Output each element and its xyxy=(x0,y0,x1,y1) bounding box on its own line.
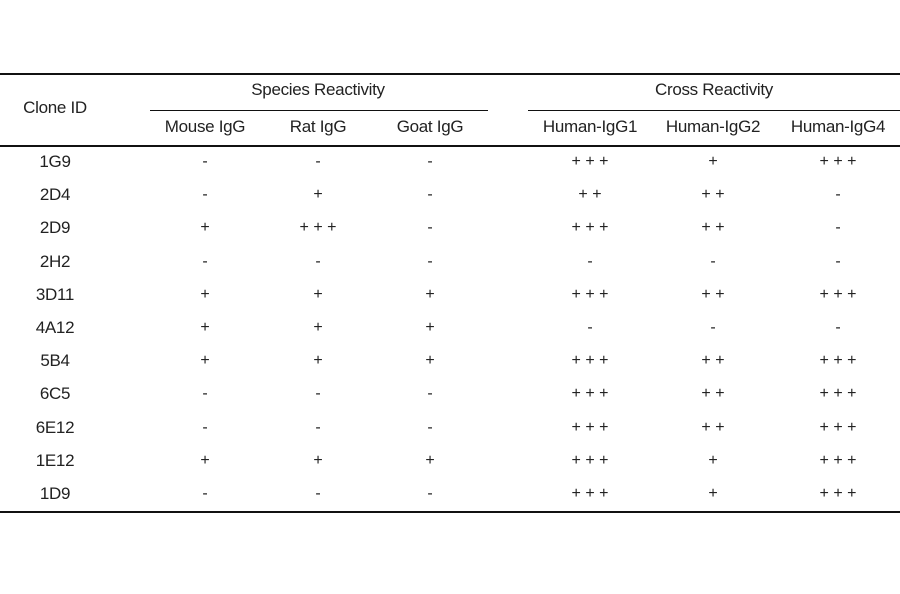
reactivity-cell: - xyxy=(710,252,716,270)
column-header: Human-IgG4 xyxy=(790,117,886,136)
reactivity-cell: + + + xyxy=(571,219,609,237)
column-header: Mouse IgG xyxy=(164,117,246,136)
reactivity-cell: + + + xyxy=(571,485,609,502)
cross-reactivity-header: Cross Reactivity xyxy=(654,80,774,99)
reactivity-cell: + + xyxy=(701,285,725,303)
reactivity-cell: + xyxy=(200,352,210,370)
clone-id-header: Clone ID xyxy=(23,98,87,117)
reactivity-cell: - xyxy=(710,319,716,336)
reactivity-cell: + + xyxy=(701,219,725,237)
column-header: Goat IgG xyxy=(396,117,464,136)
reactivity-cell: + + xyxy=(701,418,725,436)
clone-id-cell: 5B4 xyxy=(40,351,70,371)
reactivity-cell: - xyxy=(587,252,593,270)
reactivity-cell: + xyxy=(200,219,210,237)
reactivity-cell: + + + xyxy=(299,219,337,237)
reactivity-cell: - xyxy=(427,252,433,270)
reactivity-cell: - xyxy=(427,219,433,237)
reactivity-cell: - xyxy=(835,186,841,204)
reactivity-cell: + xyxy=(200,285,210,303)
reactivity-cell: + + + xyxy=(571,153,609,170)
clone-id-cell: 1E12 xyxy=(35,450,75,470)
reactivity-cell: + + xyxy=(701,186,725,204)
clone-id-cell: 4A12 xyxy=(35,318,75,337)
column-header: Human-IgG1 xyxy=(542,117,638,136)
top-rule xyxy=(0,73,900,75)
reactivity-cell: + + + xyxy=(819,451,857,469)
reactivity-cell: + xyxy=(708,485,718,502)
reactivity-cell: - xyxy=(315,385,321,403)
cross-group-rule xyxy=(528,110,900,111)
reactivity-cell: + + + xyxy=(571,418,609,436)
reactivity-cell: - xyxy=(835,319,841,336)
reactivity-cell: - xyxy=(202,153,208,170)
reactivity-cell: + + + xyxy=(571,451,609,469)
reactivity-cell: + xyxy=(313,352,323,370)
clone-id-cell: 1D9 xyxy=(39,484,71,503)
reactivity-cell: + + + xyxy=(819,153,857,170)
clone-id-cell: 2D9 xyxy=(39,218,71,238)
clone-id-cell: 6C5 xyxy=(39,384,71,404)
reactivity-cell: + xyxy=(425,319,435,336)
reactivity-cell: - xyxy=(427,186,433,204)
reactivity-cell: - xyxy=(315,153,321,170)
reactivity-cell: - xyxy=(315,418,321,436)
reactivity-cell: + + + xyxy=(819,385,857,403)
reactivity-cell: - xyxy=(587,319,593,336)
header-rule xyxy=(0,145,900,147)
reactivity-cell: - xyxy=(202,385,208,403)
reactivity-cell: - xyxy=(835,252,841,270)
reactivity-cell: - xyxy=(202,485,208,502)
clone-id-cell: 3D11 xyxy=(35,284,75,304)
reactivity-cell: + + + xyxy=(571,285,609,303)
reactivity-cell: + + xyxy=(701,385,725,403)
species-group-rule xyxy=(150,110,488,111)
clone-id-cell: 1G9 xyxy=(39,152,71,171)
reactivity-cell: + + xyxy=(701,352,725,370)
reactivity-cell: + + + xyxy=(571,385,609,403)
reactivity-cell: + xyxy=(200,319,210,336)
clone-id-cell: 2H2 xyxy=(39,251,71,271)
reactivity-cell: + xyxy=(313,186,323,204)
species-reactivity-header: Species Reactivity xyxy=(251,80,385,99)
reactivity-cell: + xyxy=(708,153,718,170)
reactivity-cell: - xyxy=(427,385,433,403)
reactivity-cell: - xyxy=(427,485,433,502)
reactivity-cell: + + + xyxy=(819,352,857,370)
reactivity-cell: + + + xyxy=(571,352,609,370)
column-header: Human-IgG2 xyxy=(665,117,761,136)
reactivity-cell: + xyxy=(200,451,210,469)
reactivity-cell: - xyxy=(202,418,208,436)
reactivity-cell: - xyxy=(202,186,208,204)
reactivity-cell: - xyxy=(835,219,841,237)
reactivity-cell: + + + xyxy=(819,418,857,436)
reactivity-cell: + xyxy=(313,319,323,336)
column-header: Rat IgG xyxy=(289,117,347,136)
reactivity-cell: + + + xyxy=(819,285,857,303)
reactivity-cell: + xyxy=(708,451,718,469)
reactivity-cell: + xyxy=(313,285,323,303)
clone-id-cell: 6E12 xyxy=(35,417,75,437)
reactivity-cell: + xyxy=(313,451,323,469)
reactivity-cell: - xyxy=(202,252,208,270)
reactivity-cell: + + + xyxy=(819,485,857,502)
reactivity-cell: - xyxy=(315,485,321,502)
bottom-rule xyxy=(0,511,900,513)
reactivity-cell: - xyxy=(427,418,433,436)
reactivity-cell: + + xyxy=(578,186,602,204)
clone-id-cell: 2D4 xyxy=(39,185,71,205)
reactivity-cell: + xyxy=(425,285,435,303)
reactivity-cell: - xyxy=(427,153,433,170)
reactivity-cell: + xyxy=(425,352,435,370)
reactivity-cell: - xyxy=(315,252,321,270)
reactivity-cell: + xyxy=(425,451,435,469)
